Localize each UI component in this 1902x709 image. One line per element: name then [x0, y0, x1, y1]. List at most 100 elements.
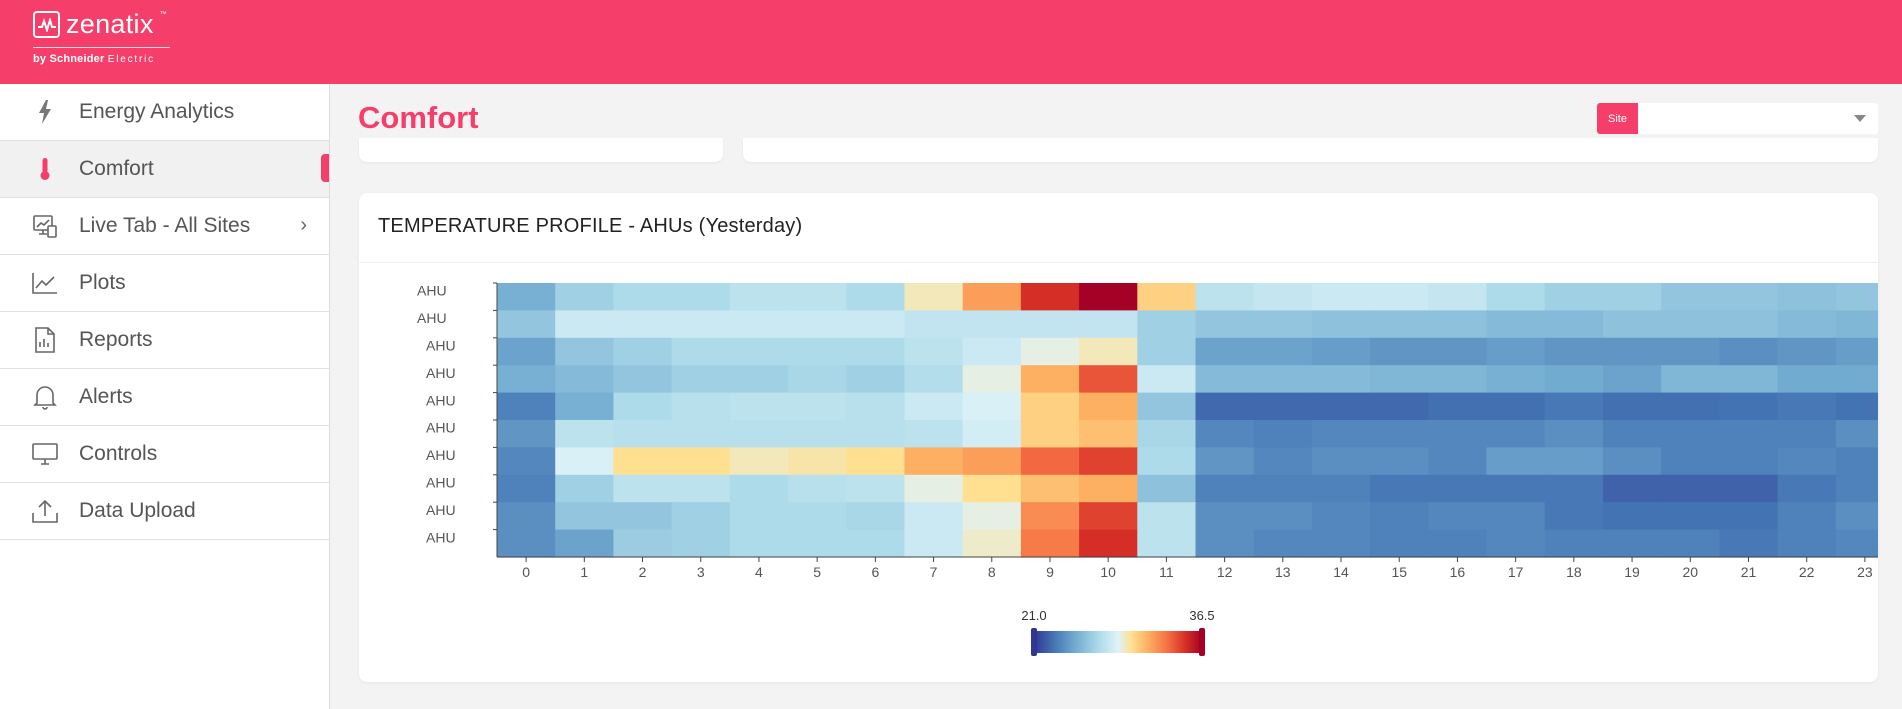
- y-tick-label: AHU: [426, 529, 456, 545]
- card-left-stub: [359, 138, 723, 162]
- heatmap-cell: [1602, 365, 1662, 394]
- heatmap-cell: [846, 337, 906, 366]
- heatmap-cell: [1777, 392, 1837, 421]
- heatmap-cell: [1079, 392, 1138, 421]
- x-tick-label: 10: [1100, 564, 1116, 580]
- heatmap-cell: [1137, 283, 1197, 311]
- y-tick-label: AHU: [426, 420, 456, 436]
- heatmap-cell: [555, 420, 615, 448]
- brand-divider: [33, 47, 170, 48]
- site-select[interactable]: Site: [1597, 103, 1878, 134]
- heatmap-cell: [1661, 474, 1720, 503]
- heatmap-cell: [1777, 447, 1837, 476]
- heatmap-cell: [1602, 392, 1662, 421]
- heatmap-cell: [1020, 420, 1080, 448]
- heatmap-cell: [846, 420, 906, 448]
- sidebar-item-label: Controls: [79, 442, 158, 465]
- heatmap-cell: [555, 447, 615, 476]
- heatmap-cell: [846, 392, 906, 421]
- colorbar: [1034, 631, 1202, 653]
- sidebar-item-controls[interactable]: Controls: [0, 426, 329, 483]
- heatmap-cell: [788, 474, 847, 503]
- heatmap-cell: [1079, 283, 1138, 311]
- heatmap-cell: [846, 502, 906, 531]
- heatmap-cell: [671, 420, 731, 448]
- heatmap-cell: [1486, 447, 1546, 476]
- sidebar-item-label: Comfort: [79, 157, 154, 180]
- heatmap-cell: [1370, 365, 1429, 394]
- sidebar-item-alerts[interactable]: Alerts: [0, 369, 329, 426]
- heatmap-cell: [788, 420, 847, 448]
- heatmap-cell: [555, 283, 615, 311]
- heatmap-cell: [1195, 447, 1255, 476]
- panel-divider: [359, 262, 1878, 263]
- sidebar-item-reports[interactable]: Reports: [0, 312, 329, 369]
- heatmap-cell: [1835, 529, 1878, 558]
- sidebar-item-label: Data Upload: [79, 499, 196, 522]
- heatmap-cell: [1544, 337, 1604, 366]
- heatmap-cell: [1428, 283, 1488, 311]
- y-tick-label: AHU: [417, 283, 447, 299]
- heatmap-cell: [671, 502, 731, 531]
- y-tick-label: AHU: [426, 447, 456, 463]
- heatmap-cell: [904, 365, 964, 394]
- heatmap-cell: [1661, 283, 1720, 311]
- heatmap-cell: [1370, 529, 1429, 558]
- heatmap-cell: [1370, 447, 1429, 476]
- heatmap-cell: [1253, 310, 1313, 339]
- heatmap-cell: [1079, 310, 1138, 339]
- x-tick-label: 8: [988, 564, 996, 580]
- brand-logo[interactable]: zenatix ™ by Schneider Electric: [33, 11, 170, 65]
- heatmap-cell: [671, 474, 731, 503]
- heatmap-cell: [1137, 310, 1197, 339]
- sidebar-item-data-upload[interactable]: Data Upload: [0, 483, 329, 540]
- heatmap-cell: [1835, 310, 1878, 339]
- y-tick-label: AHU: [426, 475, 456, 491]
- heatmap-cell: [497, 283, 556, 311]
- heatmap-cell: [788, 337, 847, 366]
- heatmap-cell: [1311, 447, 1371, 476]
- heatmap-cell: [1777, 474, 1837, 503]
- heatmap-cell: [904, 529, 964, 558]
- heatmap-cell: [497, 529, 556, 558]
- heatmap-cell: [555, 392, 615, 421]
- heatmap-cell: [962, 474, 1022, 503]
- heatmap-cell: [613, 310, 673, 339]
- x-tick-label: 19: [1624, 564, 1640, 580]
- heatmap-cell: [1428, 310, 1488, 339]
- sidebar-item-label: Alerts: [79, 385, 133, 408]
- brand-name: zenatix: [66, 9, 154, 39]
- heatmap-cell: [1661, 529, 1720, 558]
- heatmap-cell: [1137, 420, 1197, 448]
- heatmap-cell: [962, 310, 1022, 339]
- heatmap-cell: [1835, 283, 1878, 311]
- heatmap-cell: [1428, 365, 1488, 394]
- chevron-right-icon[interactable]: ›: [300, 214, 307, 236]
- heatmap-cell: [1661, 337, 1720, 366]
- heatmap-cell: [729, 529, 789, 558]
- heatmap-cell: [962, 392, 1022, 421]
- sidebar-item-comfort[interactable]: Comfort: [0, 141, 329, 198]
- heatmap-cell: [1544, 310, 1604, 339]
- heatmap-cell: [613, 420, 673, 448]
- sidebar-item-plots[interactable]: Plots: [0, 255, 329, 312]
- heatmap-cell: [1486, 337, 1546, 366]
- heatmap-cell: [1079, 337, 1138, 366]
- heatmap-cell: [1370, 337, 1429, 366]
- sidebar-item-live-tab[interactable]: Live Tab - All Sites ›: [0, 198, 329, 255]
- sidebar-item-label: Plots: [79, 271, 126, 294]
- heatmap-cell: [1020, 502, 1080, 531]
- heatmap-cell: [1544, 474, 1604, 503]
- heatmap-cell: [1195, 529, 1255, 558]
- sidebar-item-energy-analytics[interactable]: Energy Analytics: [0, 84, 329, 141]
- brand-byline-suffix: Electric: [107, 54, 155, 65]
- heatmap-cell: [962, 283, 1022, 311]
- heatmap-cell: [729, 310, 789, 339]
- heatmap-cell: [1544, 502, 1604, 531]
- x-tick-label: 9: [1046, 564, 1054, 580]
- heatmap-cell: [846, 310, 906, 339]
- heatmap-cell: [497, 420, 556, 448]
- x-tick-label: 4: [755, 564, 763, 580]
- heatmap-cell: [1777, 420, 1837, 448]
- temperature-profile-panel: TEMPERATURE PROFILE - AHUs (Yesterday) A…: [359, 193, 1878, 682]
